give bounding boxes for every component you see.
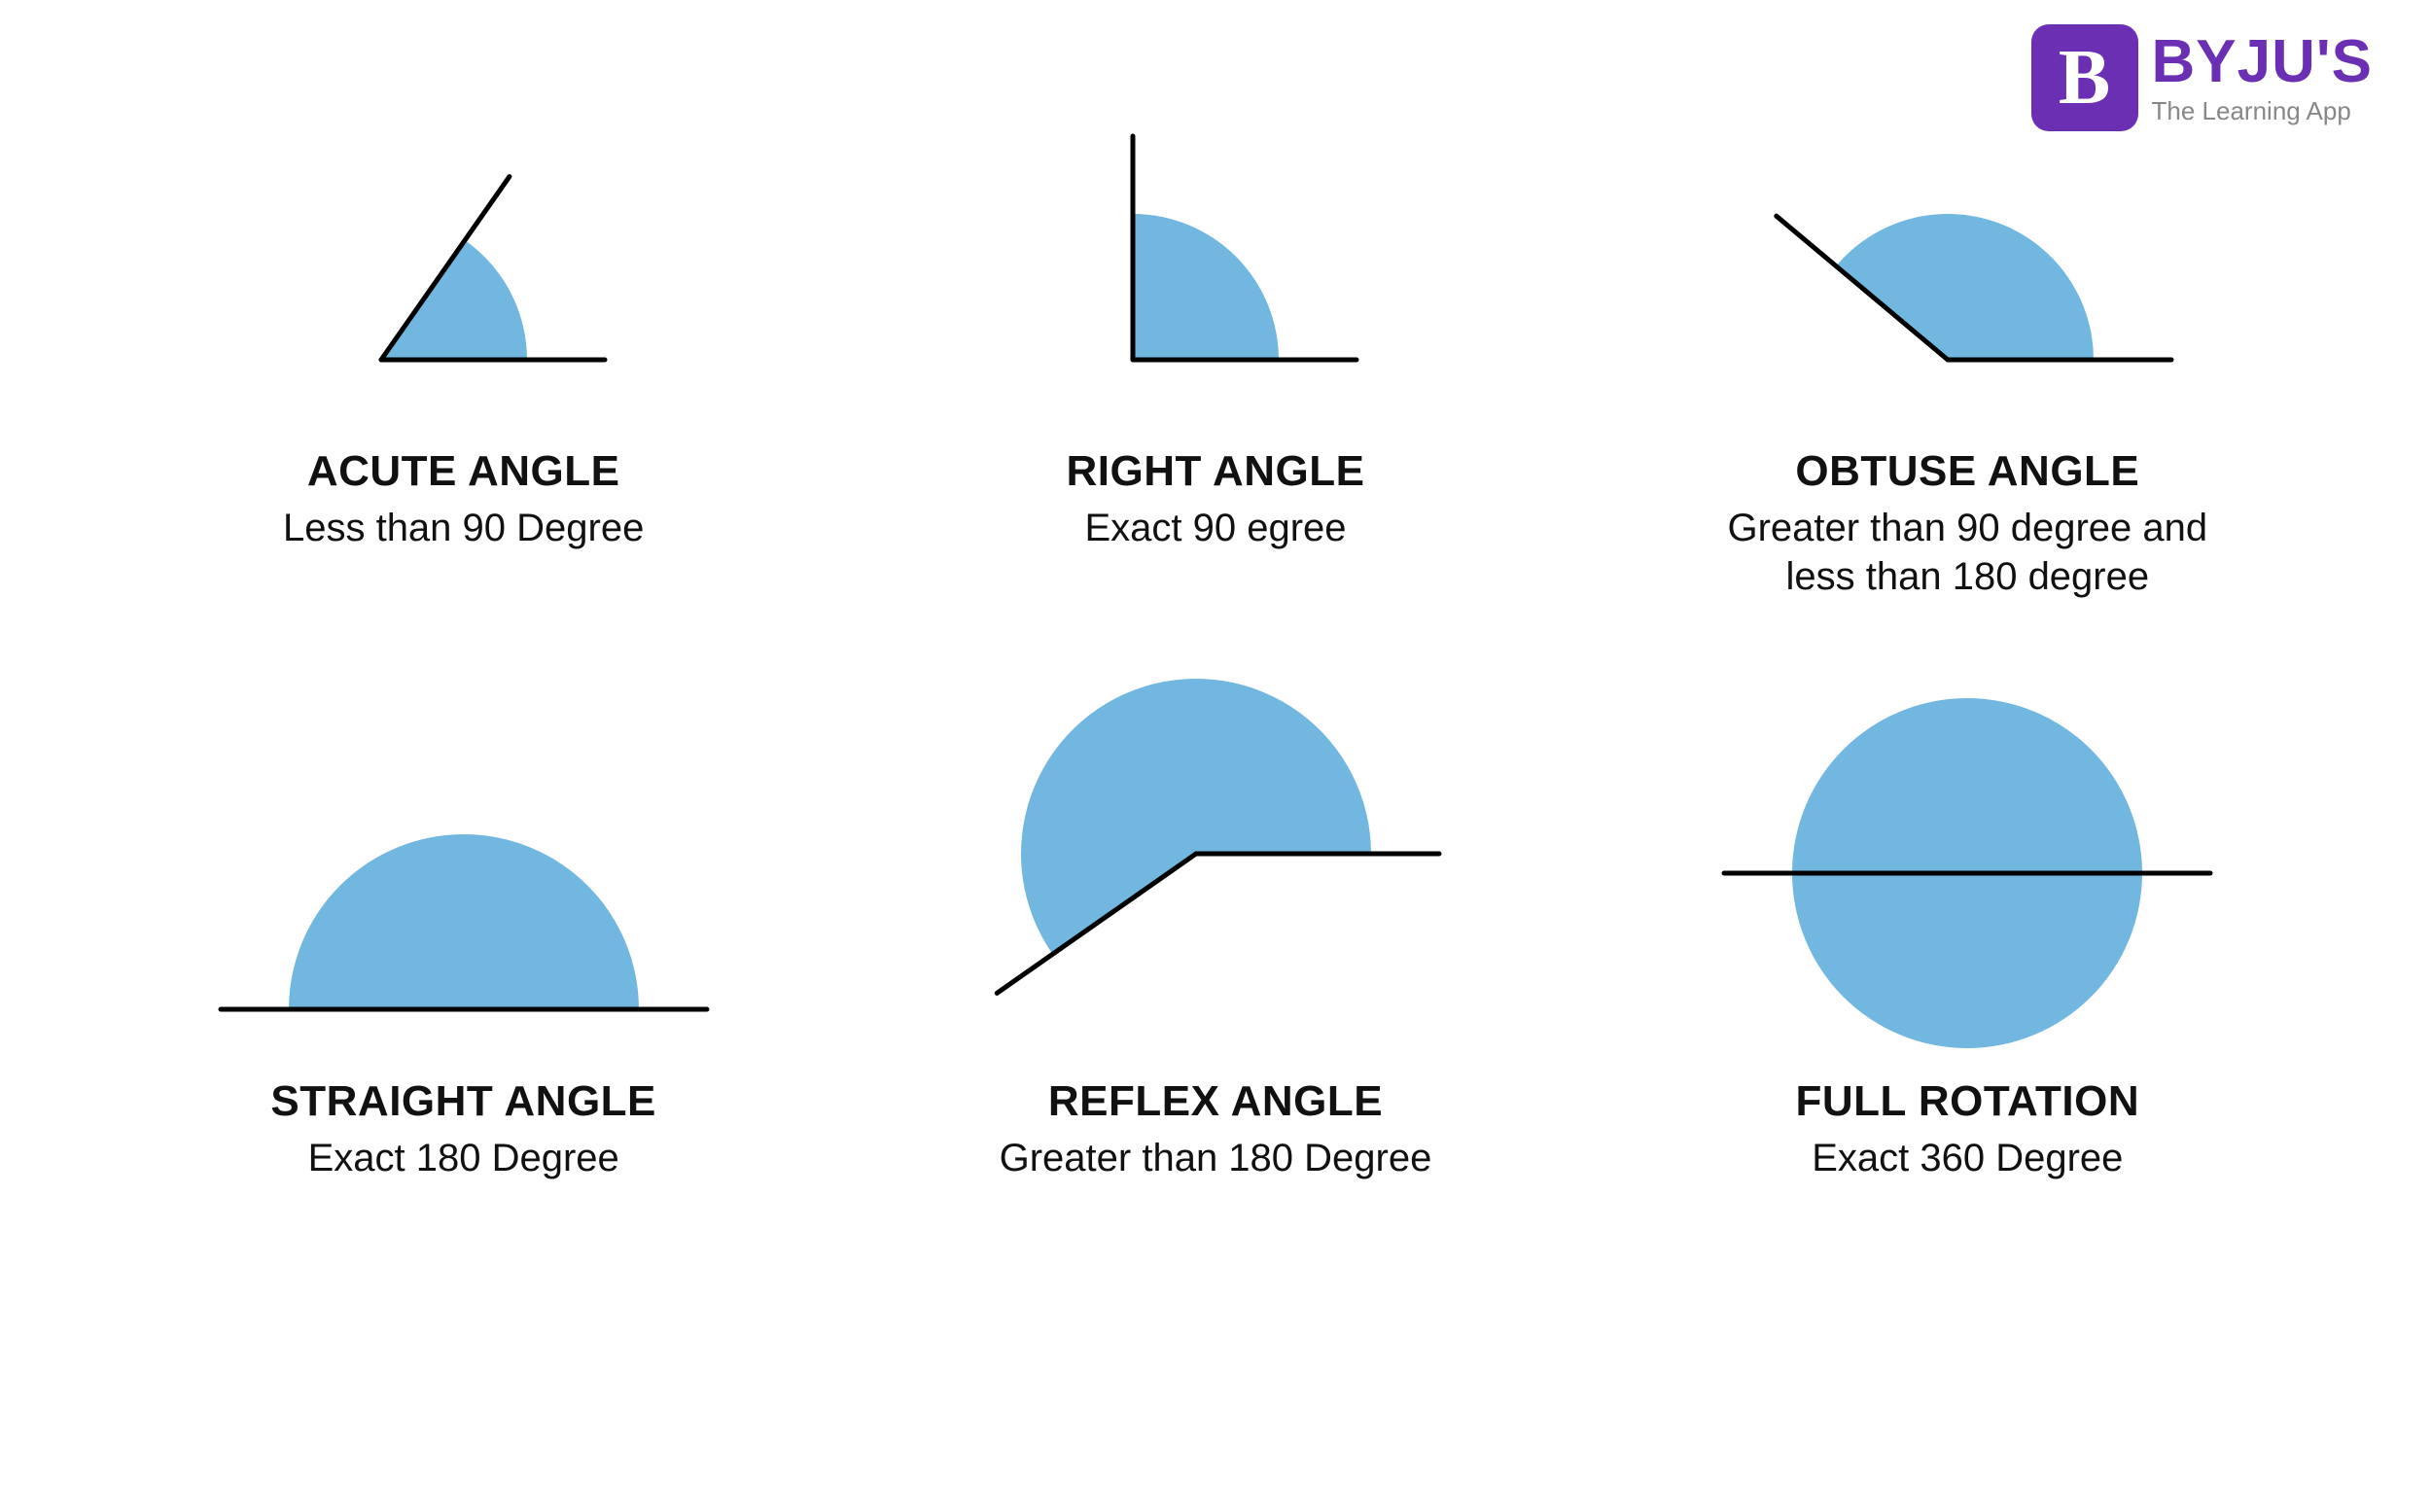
- angle-title: REFLEX ANGLE: [1048, 1077, 1383, 1126]
- angle-desc: Less than 90 Degree: [283, 504, 644, 552]
- angle-cell-full: FULL ROTATION Exact 360 Degree: [1621, 659, 2314, 1182]
- angle-diagram-right: [963, 68, 1468, 438]
- angle-desc: Exact 90 egree: [1084, 504, 1346, 552]
- angle-desc: Greater than 180 Degree: [1000, 1134, 1432, 1182]
- angle-cell-acute: ACUTE ANGLE Less than 90 Degree: [117, 68, 810, 601]
- angle-cell-right: RIGHT ANGLE Exact 90 egree: [868, 68, 1562, 601]
- angle-title: FULL ROTATION: [1796, 1077, 2140, 1126]
- angle-cell-obtuse: OBTUSE ANGLE Greater than 90 degree and …: [1621, 68, 2314, 601]
- angle-desc: Exact 180 Degree: [308, 1134, 619, 1182]
- angle-desc: Exact 360 Degree: [1812, 1134, 2123, 1182]
- angle-title: RIGHT ANGLE: [1067, 447, 1365, 496]
- angle-title: STRAIGHT ANGLE: [270, 1077, 655, 1126]
- angle-diagram-reflex: [963, 659, 1468, 1068]
- angle-cell-reflex: REFLEX ANGLE Greater than 180 Degree: [868, 659, 1562, 1182]
- angle-diagram-acute: [211, 68, 717, 438]
- angle-diagram-full: [1714, 659, 2220, 1068]
- angle-diagram-straight: [211, 659, 717, 1068]
- angle-desc: Greater than 90 degree and less than 180…: [1714, 504, 2220, 601]
- angle-cell-straight: STRAIGHT ANGLE Exact 180 Degree: [117, 659, 810, 1182]
- angle-title: ACUTE ANGLE: [307, 447, 620, 496]
- angle-title: OBTUSE ANGLE: [1795, 447, 2139, 496]
- angle-diagram-obtuse: [1714, 68, 2220, 438]
- angles-grid: ACUTE ANGLE Less than 90 Degree RIGHT AN…: [117, 68, 2314, 1182]
